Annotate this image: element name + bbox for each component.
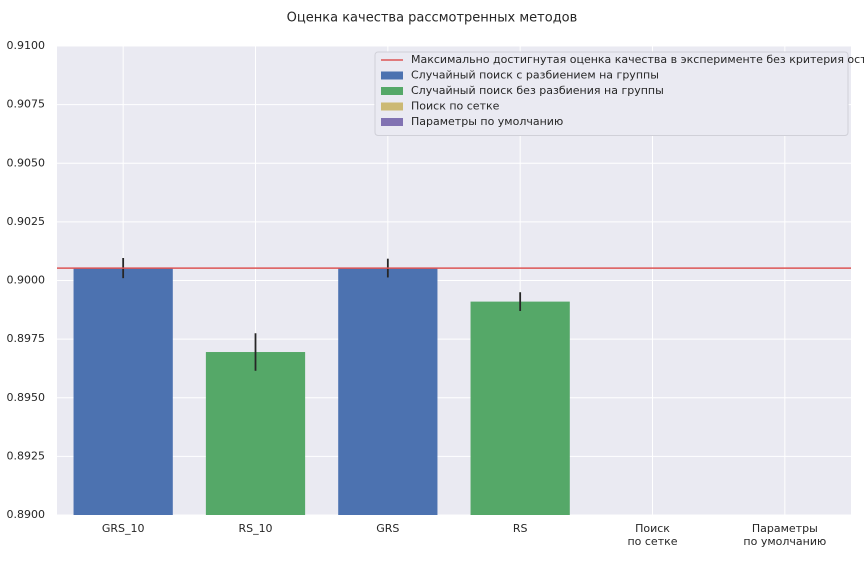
chart-title: Оценка качества рассмотренных методов [287, 11, 578, 26]
bar [205, 352, 306, 515]
legend-label: Случайный поиск с разбиением на группы [411, 69, 659, 82]
legend-swatch [381, 102, 403, 111]
y-tick-label: 0.8900 [7, 508, 46, 521]
x-tick-label: RS [512, 522, 528, 535]
legend-swatch [381, 87, 403, 95]
y-tick-label: 0.9025 [7, 215, 46, 228]
x-tick-label: RS_10 [238, 522, 273, 535]
legend-box [374, 51, 849, 136]
x-tick-label: Параметры по умолчанию [743, 522, 827, 548]
y-tick-label: 0.8950 [7, 391, 46, 404]
y-tick-label: 0.9050 [7, 156, 46, 169]
y-tick-label: 0.8925 [7, 449, 46, 462]
legend-swatch [381, 118, 403, 126]
legend-swatch [381, 71, 403, 80]
bar [470, 301, 570, 515]
legend-label: Максимально достигнутая оценка качества … [411, 53, 864, 66]
y-tick-label: 0.9100 [7, 39, 46, 52]
x-tick-label: GRS_10 [101, 522, 145, 535]
bar [73, 268, 173, 515]
y-tick-label: 0.8975 [7, 332, 46, 345]
legend-label: Параметры по умолчанию [411, 115, 563, 128]
x-tick-label: Поиск по сетке [627, 522, 678, 548]
x-tick-label: GRS [376, 522, 400, 535]
y-tick-label: 0.9000 [7, 274, 46, 287]
bar [338, 268, 438, 515]
legend-label: Поиск по сетке [411, 100, 500, 113]
legend-label: Случайный поиск без разбиения на группы [411, 84, 664, 97]
y-tick-label: 0.9075 [7, 98, 46, 111]
